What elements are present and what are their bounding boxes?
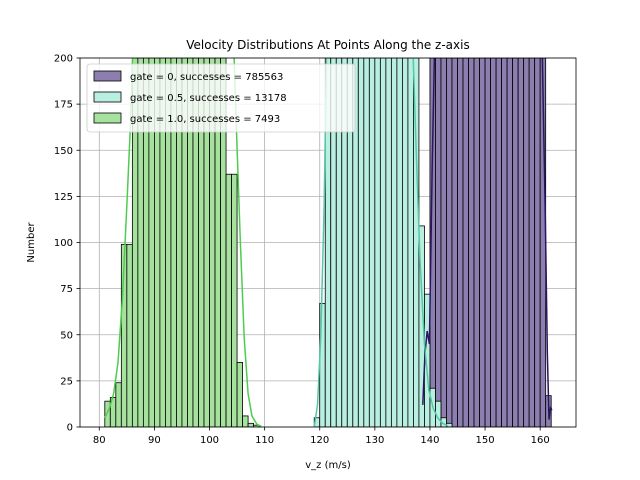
histogram-bar — [357, 58, 365, 427]
histogram-bar — [517, 58, 525, 427]
histogram-bar — [523, 58, 530, 427]
y-axis-ticks: 0 25 50 75 100 125 150 175 200 — [54, 54, 80, 434]
x-axis-ticks: 80 90 100 110 120 130 140 150 160 — [93, 427, 550, 446]
y-tick-label: 175 — [54, 100, 73, 111]
histogram-bar — [115, 382, 122, 427]
y-tick-label: 0 — [67, 423, 73, 434]
histogram-bar — [490, 58, 497, 427]
histogram-bar — [451, 58, 458, 427]
histogram-bar — [468, 58, 475, 427]
histogram-bar — [528, 58, 536, 427]
kde-line-1 — [313, 58, 449, 427]
histogram-bar — [363, 58, 370, 427]
histogram-bar — [495, 58, 503, 427]
x-tick-label: 110 — [255, 435, 274, 446]
legend: gate = 0, successes = 785563 gate = 0.5, … — [86, 63, 356, 133]
histogram-bar — [484, 58, 491, 427]
kde-line-0 — [422, 58, 553, 420]
plot-area: 80 90 100 110 120 130 140 150 160 0 25 50 75 100 125 15… — [54, 54, 577, 446]
x-tick-label: 150 — [476, 435, 495, 446]
histogram-bar — [501, 58, 508, 427]
histogram-bar — [479, 58, 486, 427]
x-tick-label: 120 — [310, 435, 329, 446]
legend-label: gate = 0, successes = 785563 — [130, 72, 283, 83]
histogram-bar — [401, 58, 409, 427]
y-tick-label: 200 — [54, 54, 73, 65]
x-tick-label: 80 — [93, 435, 106, 446]
chart-title: Velocity Distributions At Points Along t… — [186, 38, 469, 52]
histogram-bar — [374, 58, 381, 427]
histogram-bar — [407, 58, 414, 427]
y-tick-label: 75 — [60, 284, 73, 295]
legend-swatch — [93, 112, 122, 124]
kde-line-2 — [104, 58, 262, 427]
x-tick-label: 160 — [531, 435, 550, 446]
histogram-bar — [379, 58, 387, 427]
histogram-bar — [390, 58, 398, 427]
histogram-bar — [247, 422, 254, 427]
legend-label: gate = 0.5, successes = 13178 — [130, 93, 287, 104]
y-tick-label: 125 — [54, 192, 73, 203]
x-axis-title: v_z (m/s) — [305, 460, 351, 471]
x-tick-label: 130 — [365, 435, 384, 446]
series-bars-2 — [104, 58, 260, 427]
legend-label: gate = 1.0, successes = 7493 — [130, 114, 280, 125]
legend-box — [86, 63, 356, 133]
y-tick-label: 150 — [54, 146, 73, 157]
histogram-bar — [512, 58, 519, 427]
y-axis-title: Number — [26, 222, 37, 263]
y-tick-label: 25 — [60, 376, 73, 387]
series-bars-0 — [424, 58, 552, 427]
legend-swatch — [93, 70, 122, 82]
histogram-bar — [457, 58, 464, 427]
x-tick-label: 90 — [148, 435, 161, 446]
histogram-bar — [473, 58, 480, 427]
histogram-bar — [435, 58, 442, 427]
y-tick-label: 100 — [54, 238, 73, 249]
histogram-bar — [236, 362, 243, 427]
kde-lines — [104, 58, 553, 427]
histogram-bar — [534, 58, 541, 427]
histogram-bar — [385, 58, 392, 427]
y-tick-label: 50 — [60, 330, 73, 341]
histogram-bar — [242, 415, 249, 427]
histogram-bar — [440, 58, 447, 427]
bars — [104, 58, 552, 427]
histogram-bar — [396, 58, 403, 427]
histogram-bar — [231, 173, 238, 427]
x-tick-label: 140 — [420, 435, 439, 446]
histogram-bar — [368, 58, 376, 427]
histogram-bar — [126, 243, 133, 427]
series-bars-1 — [313, 58, 453, 427]
legend-swatch — [93, 91, 122, 103]
histogram-bar — [506, 58, 514, 427]
histogram-bar — [462, 58, 469, 427]
x-tick-label: 100 — [200, 435, 219, 446]
histogram-bar — [446, 58, 453, 427]
histogram-bar — [225, 173, 232, 427]
